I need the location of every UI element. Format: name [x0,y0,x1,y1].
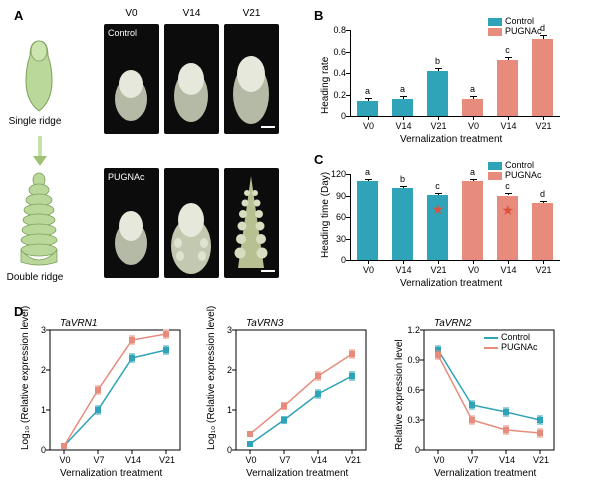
arrow-down-icon [33,136,47,166]
sig-letter: b [393,174,413,184]
bar-V0-Control [357,101,379,116]
linechart-TaVRN2: TaVRN2 00.30.60.91.2V0V7V14V21Relative e… [424,318,599,493]
sam-pugnac-v0: PUGNAc [104,168,159,278]
xtick: V7 [274,455,296,465]
xtick: V14 [308,455,330,465]
bar-V14-PUGNAc [497,60,519,116]
single-ridge-icon [14,36,64,116]
xtick: V14 [498,265,520,275]
xtick: V14 [393,121,415,131]
panel-b-label: B [314,8,323,23]
sig-letter: c [498,45,518,55]
xlab: Vernalization treatment [434,468,536,479]
sam-control-v0: Control [104,24,159,134]
sam-pugnac-v21 [224,168,279,278]
double-ridge-label: Double ridge [0,272,70,283]
sig-letter: b [428,56,448,66]
bar-V0-Control [357,181,379,260]
sig-letter: a [463,167,483,177]
bar-V21-Control [427,71,449,116]
ylab: Log₁₀ (Relative expression level) [206,306,217,450]
xlab: Vernalization treatment [246,468,348,479]
xtick: V21 [533,121,555,131]
sig-letter: c [498,181,518,191]
bar-V21-PUGNAc [532,39,554,116]
col-v14: V14 [164,8,219,19]
double-ridge-icon [12,170,66,270]
xtick: V0 [463,265,485,275]
panel-a: V0 V14 V21 Single ridge Double ridge Con… [0,8,295,296]
col-v0: V0 [104,8,159,19]
sam-pugnac-v14 [164,168,219,278]
xtick: V7 [88,455,110,465]
xtick: V21 [156,455,178,465]
chart-title: TaVRN1 [60,318,97,329]
sig-letter: a [393,84,413,94]
bar-V14-Control [392,99,414,116]
ylab: Heading time (Day) [320,172,331,258]
xlab: Vernalization treatment [400,278,502,289]
sig-letter: a [463,84,483,94]
xtick: V21 [428,265,450,275]
sam-control-v14 [164,24,219,134]
sam-control-v21 [224,24,279,134]
chart-title: TaVRN2 [434,318,471,329]
xtick: V0 [358,121,380,131]
pugnac-tag: PUGNAc [108,172,145,182]
legend: Control PUGNAc [488,160,542,180]
scalebar [261,126,275,128]
chart-title: TaVRN3 [246,318,283,329]
ylab: Heading rate [320,57,331,114]
bar-V14-Control [392,188,414,260]
linechart-TaVRN1: TaVRN1 0123V0V7V14V21Log₁₀ (Relative exp… [50,318,230,493]
star-icon: ★ [502,202,515,219]
xlab: Vernalization treatment [400,134,502,145]
xtick: V0 [428,455,450,465]
xlab: Vernalization treatment [60,468,162,479]
xtick: V14 [496,455,518,465]
xtick: V0 [240,455,262,465]
bar-V0-PUGNAc [462,181,484,260]
xtick: V21 [342,455,364,465]
xtick: V7 [462,455,484,465]
xtick: V14 [498,121,520,131]
scalebar-2 [261,270,275,272]
control-tag: Control [108,28,137,38]
xtick: V21 [428,121,450,131]
ylab: Relative expression level [394,339,405,450]
panel-c-label: C [314,152,323,167]
sig-letter: c [428,181,448,191]
panel-c: 0306090120Heading time (Day)aV0bV14c★V21… [350,158,582,286]
bar-V0-PUGNAc [462,99,484,116]
xtick: V0 [463,121,485,131]
col-v21: V21 [224,8,279,19]
legend: Control PUGNAc [484,332,538,352]
xtick: V0 [54,455,76,465]
bar-V21-PUGNAc [532,203,554,260]
ylab: Log₁₀ (Relative expression level) [20,306,31,450]
sig-letter: a [358,86,378,96]
xtick: V21 [530,455,552,465]
sig-letter: a [358,167,378,177]
xtick: V21 [533,265,555,275]
xtick: V0 [358,265,380,275]
linechart-TaVRN3: TaVRN3 0123V0V7V14V21Log₁₀ (Relative exp… [236,318,416,493]
star-icon: ★ [432,201,445,218]
xtick: V14 [393,265,415,275]
legend: Control PUGNAc [488,16,542,36]
single-ridge-label: Single ridge [0,116,70,127]
panel-b: 00.20.40.60.8Heading rateaV0aV14bV21aV0c… [350,14,582,140]
sig-letter: d [533,189,553,199]
xtick: V14 [122,455,144,465]
